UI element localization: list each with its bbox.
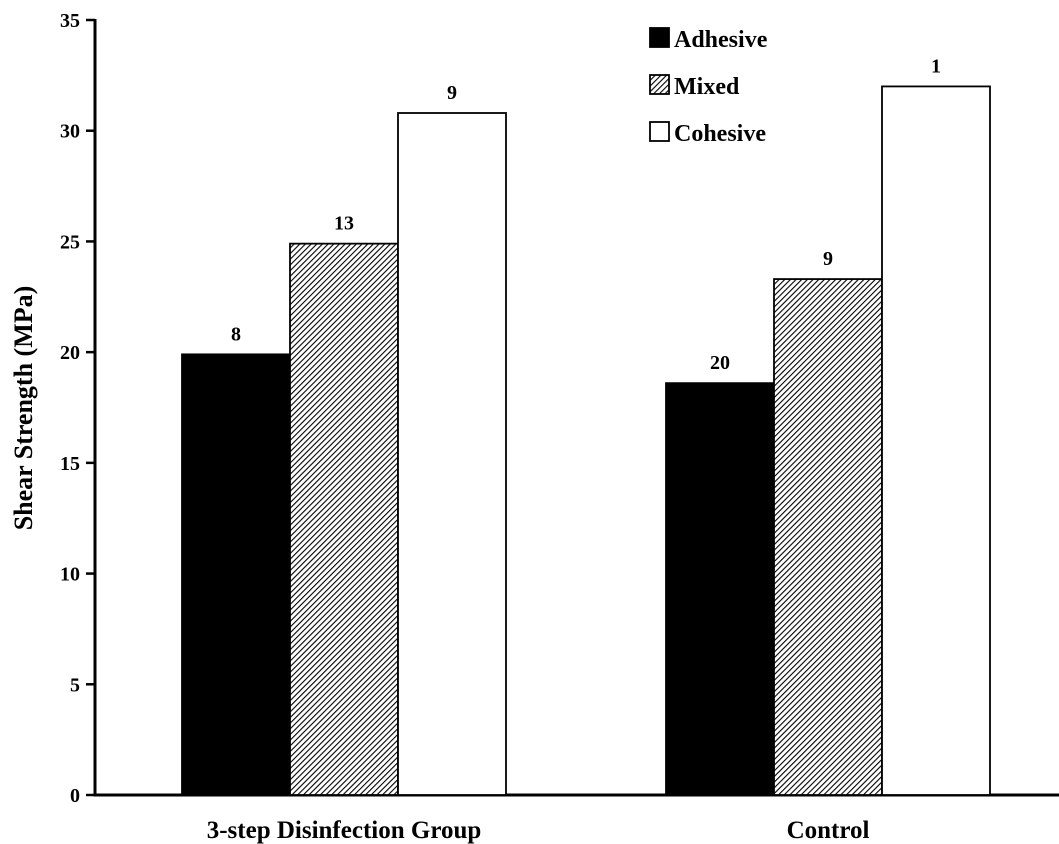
data-labels-group: 8 13 9 20 9 1 [231,55,941,374]
category-labels-group: 3-step Disinfection Group Control [207,817,870,844]
bar-cohesive-2 [881,85,991,796]
y-tick-label: 0 [70,785,80,807]
x-category-label: 3-step Disinfection Group [207,817,482,844]
y-tick-label: 35 [60,10,80,32]
bar-cohesive-1 [397,112,507,796]
data-label: 9 [447,82,457,104]
bar-adhesive-1 [181,353,291,796]
legend-swatch-adhesive [649,27,670,48]
bar-mixed-1 [289,242,399,796]
y-tick-label: 25 [60,231,80,253]
legend-label-adhesive: Adhesive [674,27,768,53]
legend: Adhesive Mixed Cohesive [649,27,768,147]
y-tick-label: 5 [70,674,80,696]
bar-mixed-2 [773,278,883,796]
legend-swatch-mixed [649,74,670,95]
data-label: 8 [231,323,241,345]
bar-adhesive-2 [665,382,775,796]
y-tick-label: 15 [60,453,80,475]
legend-swatch-cohesive [649,121,670,142]
data-label: 9 [823,248,833,270]
legend-label-cohesive: Cohesive [674,121,766,147]
y-tick-label: 10 [60,564,80,586]
data-label: 13 [334,213,354,235]
y-axis: 0 5 10 15 20 25 30 35 [60,10,97,807]
x-category-label: Control [787,817,870,844]
y-axis-title: Shear Strength (MPa) [9,286,38,531]
y-tick-label: 20 [60,342,80,364]
data-label: 20 [710,352,730,374]
y-tick-label: 30 [60,121,80,143]
legend-label-mixed: Mixed [674,74,740,100]
data-label: 1 [931,55,941,77]
bars-group [181,85,991,796]
